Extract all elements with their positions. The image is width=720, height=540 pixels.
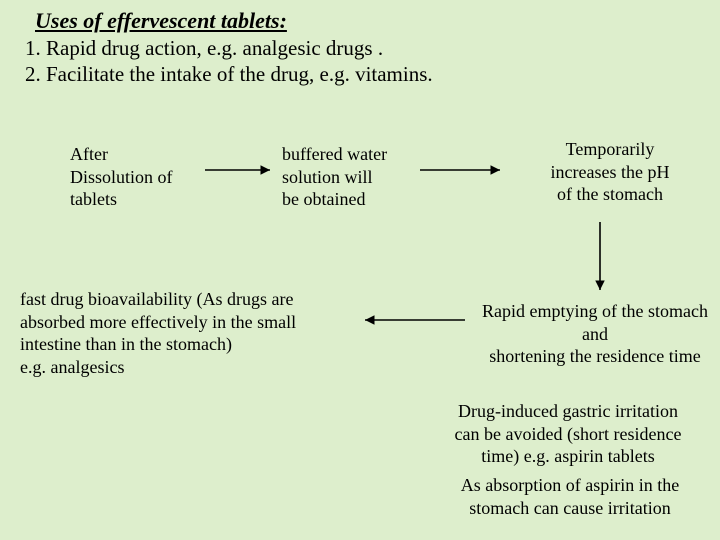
diagram-node-n5: fast drug bioavailability (As drugs area… bbox=[20, 288, 360, 378]
slide-root: Uses of effervescent tablets: 1. Rapid d… bbox=[0, 0, 720, 540]
diagram-node-n7: As absorption of aspirin in thestomach c… bbox=[440, 474, 700, 519]
heading-title: Uses of effervescent tablets: bbox=[35, 8, 287, 34]
diagram-node-n4: Rapid emptying of the stomach andshorten… bbox=[470, 300, 720, 368]
diagram-node-n1: AfterDissolution oftablets bbox=[70, 143, 220, 211]
diagram-node-n2: buffered watersolution willbe obtained bbox=[282, 143, 422, 211]
heading-line2: 2. Facilitate the intake of the drug, e.… bbox=[25, 62, 433, 87]
diagram-node-n3: Temporarilyincreases the pHof the stomac… bbox=[525, 138, 695, 206]
diagram-node-n6: Drug-induced gastric irritationcan be av… bbox=[438, 400, 698, 468]
heading-line1: 1. Rapid drug action, e.g. analgesic dru… bbox=[25, 36, 383, 61]
